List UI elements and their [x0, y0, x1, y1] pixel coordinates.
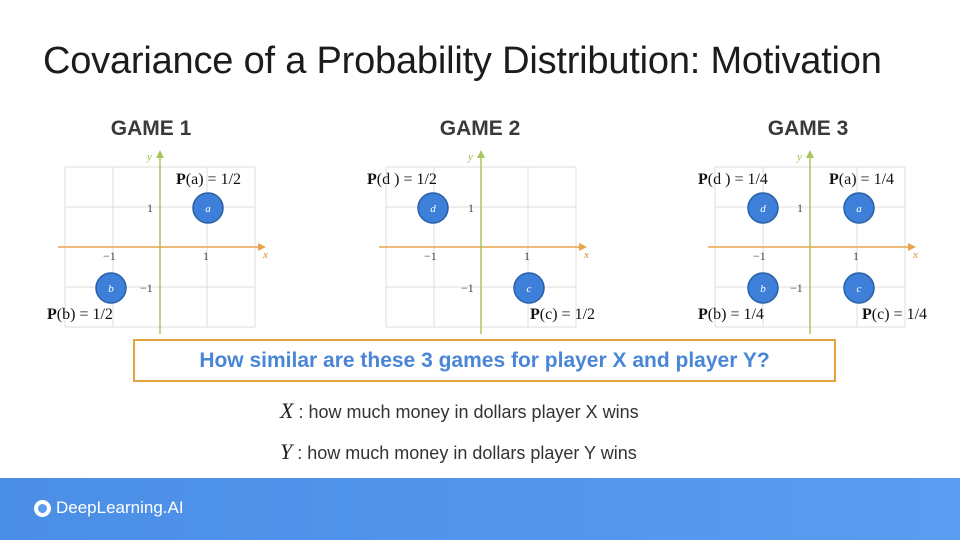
brand-logo: DeepLearning.AI: [34, 498, 184, 518]
game-2-label: GAME 2: [439, 117, 521, 140]
game-2-prob-d: P(d ) = 1/2: [367, 171, 437, 188]
game-2-ytick-pos: 1: [468, 201, 474, 215]
definition-x-text: : how much money in dollars player X win…: [293, 402, 639, 422]
game-2-point-c-label: c: [527, 283, 532, 295]
game-3-ytick-neg: −1: [790, 281, 803, 295]
game-3-point-c-label: c: [857, 283, 862, 295]
game-1-y-name: y: [146, 151, 152, 163]
game-1-x-arrow: [258, 243, 266, 251]
game-3-point-a: [843, 192, 875, 224]
game-2-prob-c: P(c) = 1/2: [530, 306, 596, 323]
game-3-xtick-neg: −1: [753, 249, 766, 263]
game-3-label: GAME 3: [767, 117, 849, 140]
game-1-y-arrow: [156, 150, 164, 158]
definition-y-text: : how much money in dollars player Y win…: [292, 443, 637, 463]
game-1-label: GAME 1: [110, 117, 192, 140]
footer-bar: [0, 478, 960, 540]
game-3-ytick-pos: 1: [797, 201, 803, 215]
game-1-point-a-label: a: [205, 203, 211, 215]
game-1-ytick-pos: 1: [147, 201, 153, 215]
game-1-x-name: x: [262, 249, 268, 261]
game-1-xtick-neg: −1: [103, 249, 116, 263]
variable-y: Y: [280, 439, 293, 464]
game-3-y-arrow: [806, 150, 814, 158]
game-1-xtick-pos: 1: [203, 249, 209, 263]
slide-title: Covariance of a Probability Distribution…: [43, 40, 882, 82]
definition-y: Y : how much money in dollars player Y w…: [280, 439, 637, 465]
game-1-prob-a: P(a) = 1/2: [176, 171, 242, 188]
game-2-x-arrow: [579, 243, 587, 251]
definition-x: X : how much money in dollars player X w…: [280, 398, 639, 424]
game-3-point-a-label: a: [856, 203, 862, 215]
game-3-x-arrow: [908, 243, 916, 251]
game-2-point-d: [417, 192, 449, 224]
game-3-point-d: [747, 192, 779, 224]
game-2-y-arrow: [477, 150, 485, 158]
game-2-xtick-neg: −1: [424, 249, 437, 263]
game-2-ytick-neg: −1: [461, 281, 474, 295]
question-box: How similar are these 3 games for player…: [133, 339, 836, 382]
game-2-point-c: [513, 272, 545, 304]
game-1-plot: x y 1 1 −1 −1 a b: [58, 150, 268, 334]
game-3-x-name: x: [912, 249, 918, 261]
game-2-y-name: y: [467, 151, 473, 163]
game-3-prob-a: P(a) = 1/4: [829, 171, 895, 188]
game-3-prob-b: P(b) = 1/4: [698, 306, 764, 323]
game-2-plot: x y 1 1 −1 −1 d c: [379, 150, 589, 334]
brand-name: DeepLearning.AI: [56, 498, 184, 517]
game-3-plot: x y 1 1 −1 −1 d a b c: [708, 150, 918, 334]
game-3-point-c: [843, 272, 875, 304]
deeplearning-logo-icon: [34, 499, 51, 517]
game-3-xtick-pos: 1: [853, 249, 859, 263]
game-3-prob-c: P(c) = 1/4: [862, 306, 928, 323]
game-2-x-name: x: [583, 249, 589, 261]
game-3-point-b: [747, 272, 779, 304]
game-1-ytick-neg: −1: [140, 281, 153, 295]
game-1-point-b: [95, 272, 127, 304]
game-3-point-b-label: b: [760, 283, 766, 295]
game-2-xtick-pos: 1: [524, 249, 530, 263]
game-1-point-a: [192, 192, 224, 224]
game-1-prob-b: P(b) = 1/2: [47, 306, 113, 323]
game-3-point-d-label: d: [760, 203, 766, 215]
game-2-point-d-label: d: [430, 203, 436, 215]
game-3-prob-d: P(d ) = 1/4: [698, 171, 768, 188]
game-3-y-name: y: [796, 151, 802, 163]
variable-x: X: [280, 398, 294, 423]
game-1-point-b-label: b: [108, 283, 114, 295]
